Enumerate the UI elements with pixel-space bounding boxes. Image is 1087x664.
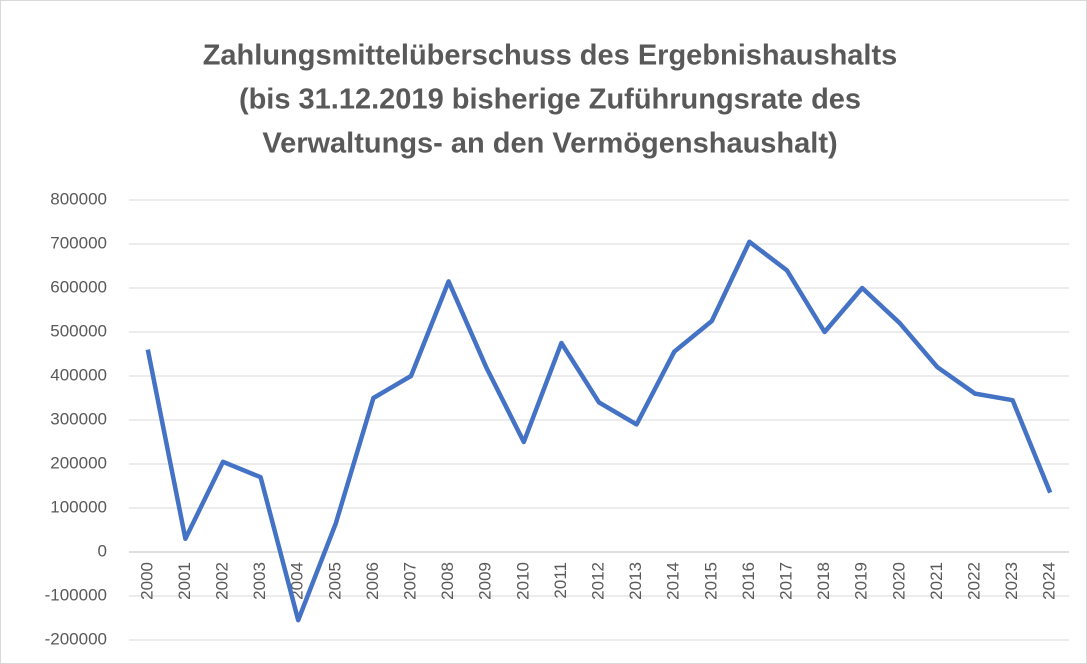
x-tick-label: 2019 (852, 562, 871, 600)
x-tick-label: 2000 (137, 562, 156, 600)
chart-title: (bis 31.12.2019 bisherige Zuführungsrate… (239, 84, 861, 116)
x-tick-label: 2018 (814, 562, 833, 600)
x-tick-label: 2023 (1002, 562, 1021, 600)
data-line (145, 239, 1053, 623)
x-tick-label: 2008 (438, 562, 457, 600)
x-tick-label: 2021 (927, 562, 946, 600)
x-tick-label: 2005 (325, 562, 344, 600)
x-tick-label: 2012 (588, 562, 607, 600)
y-tick-label: -100000 (45, 585, 107, 604)
x-tick-label: 2013 (626, 562, 645, 600)
x-tick-label: 2006 (363, 562, 382, 600)
x-tick-label: 2016 (739, 562, 758, 600)
x-tick-label: 2010 (513, 562, 532, 600)
x-tick-label: 2014 (664, 562, 683, 600)
x-tick-label: 2001 (175, 562, 194, 600)
y-tick-label: 400000 (50, 365, 107, 384)
x-tick-label: 2015 (701, 562, 720, 600)
y-tick-label: 800000 (50, 189, 107, 208)
x-tick-label: 2024 (1040, 562, 1059, 600)
x-tick-label: 2020 (889, 562, 908, 600)
y-tick-label: 300000 (50, 409, 107, 428)
x-tick-label: 2017 (776, 562, 795, 600)
x-tick-label: 2011 (551, 562, 570, 599)
y-tick-label: 200000 (50, 453, 107, 472)
y-tick-label: -200000 (45, 629, 107, 648)
x-tick-label: 2007 (400, 562, 419, 600)
y-tick-label: 700000 (50, 233, 107, 252)
x-tick-label: 2002 (212, 562, 231, 600)
y-tick-label: 100000 (50, 497, 107, 516)
x-tick-label: 2003 (250, 562, 269, 600)
x-tick-label: 2009 (476, 562, 495, 600)
y-tick-label: 600000 (50, 277, 107, 296)
y-tick-label: 500000 (50, 321, 107, 340)
x-tick-label: 2022 (964, 562, 983, 600)
chart-title: Zahlungsmittelüberschuss des Ergebnishau… (203, 40, 898, 72)
y-tick-label: 0 (98, 541, 107, 560)
chart-title: Verwaltungs- an den Vermögenshaushalt) (262, 128, 837, 160)
